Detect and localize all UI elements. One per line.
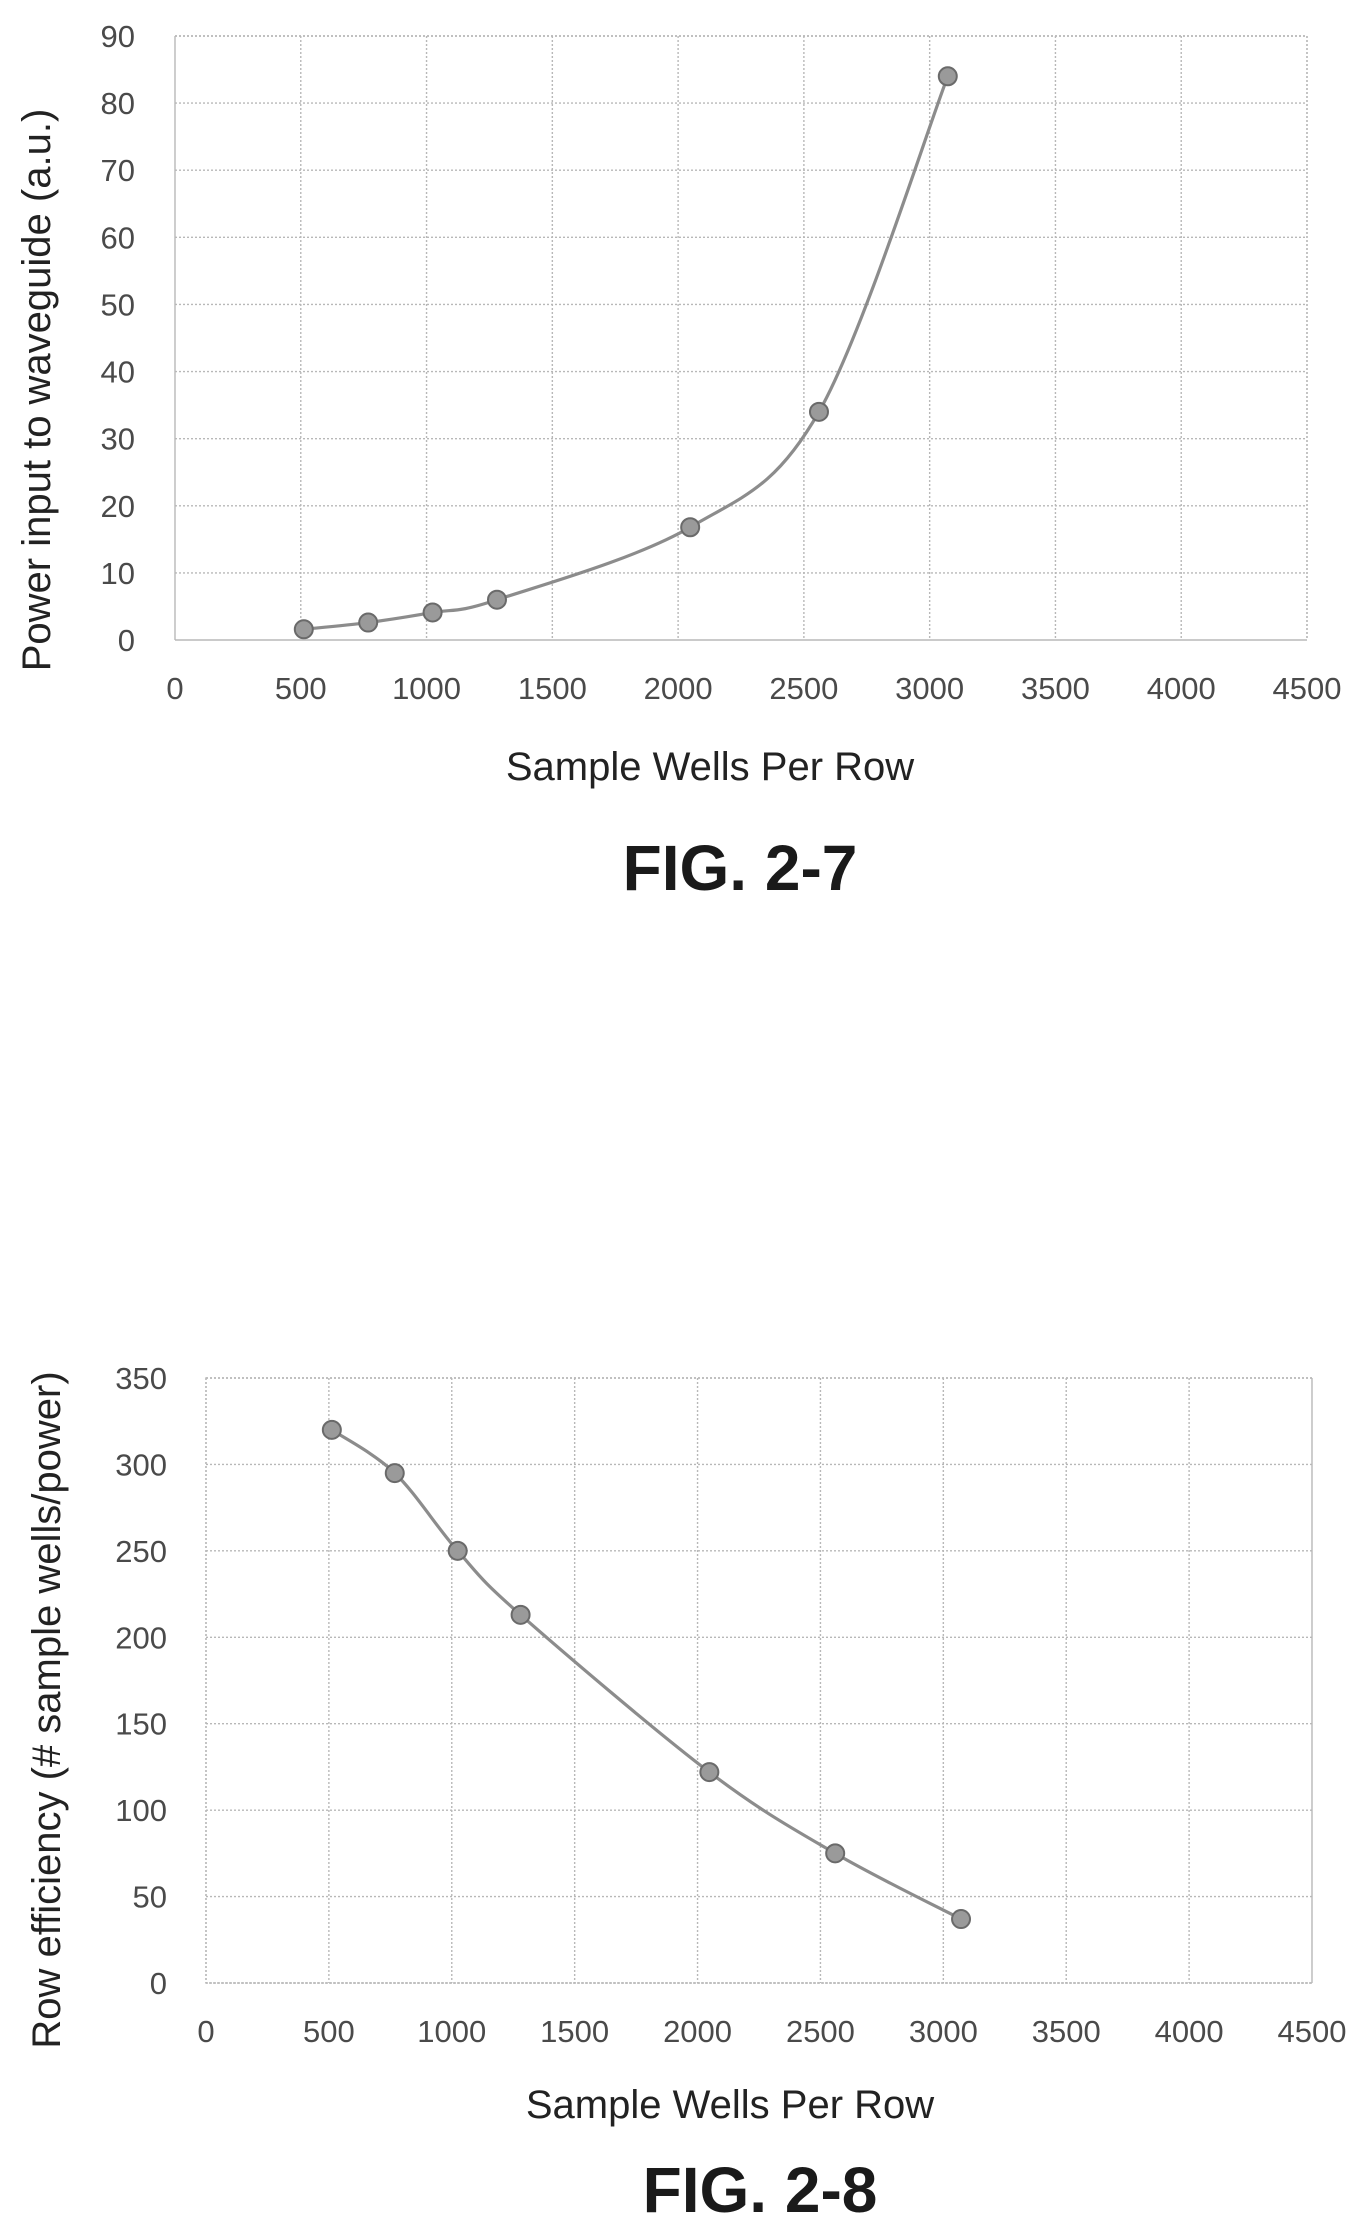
y-tick-label: 30 xyxy=(101,422,135,457)
y-tick-label: 0 xyxy=(150,1966,167,2001)
chart-fig-2-8: 0 500 1000 1500 2000 2500 3000 3500 4000 4500 0 50 1… xyxy=(25,1361,1346,2226)
data-point xyxy=(447,1540,468,1561)
x-tick-label: 4000 xyxy=(1155,2014,1224,2049)
x-tick-label: 3500 xyxy=(1021,671,1090,706)
y-tick-label: 80 xyxy=(101,86,135,121)
figure-caption: FIG. 2-8 xyxy=(643,2154,878,2226)
data-point xyxy=(321,1419,342,1440)
x-tick-label: 1500 xyxy=(540,2014,609,2049)
data-point xyxy=(808,401,829,422)
data-point xyxy=(293,619,314,640)
plot-area-frame xyxy=(174,35,1308,641)
y-tick-label: 90 xyxy=(101,19,135,54)
x-tick-label: 3000 xyxy=(909,2014,978,2049)
y-tick-label: 300 xyxy=(115,1447,167,1482)
y-tick-label: 250 xyxy=(115,1534,167,1569)
y-tick-label: 60 xyxy=(101,220,135,255)
x-tick-label: 1000 xyxy=(417,2014,486,2049)
y-tick-label: 350 xyxy=(115,1361,167,1396)
series-line xyxy=(302,74,950,631)
x-tick-label: 3000 xyxy=(895,671,964,706)
x-tick-label: 0 xyxy=(166,671,183,706)
y-tick-label: 10 xyxy=(101,556,135,591)
data-point xyxy=(699,1762,720,1783)
x-tick-label: 4500 xyxy=(1273,671,1342,706)
chart-fig-2-7: 0 500 1000 1500 2000 2500 3000 3500 4000 4500 0 10 2… xyxy=(15,19,1341,904)
x-tick-label: 4000 xyxy=(1147,671,1216,706)
y-tick-label: 70 xyxy=(101,153,135,188)
data-point xyxy=(422,602,443,623)
y-tick-label: 150 xyxy=(115,1707,167,1742)
figure-caption: FIG. 2-7 xyxy=(623,832,858,904)
x-tick-label: 0 xyxy=(197,2014,214,2049)
plot-area-frame xyxy=(205,1377,1313,1984)
y-axis-label: Power input to waveguide (a.u.) xyxy=(15,109,59,672)
x-tick-label: 4500 xyxy=(1278,2014,1347,2049)
x-tick-label: 500 xyxy=(303,2014,355,2049)
y-tick-label: 200 xyxy=(115,1620,167,1655)
y-tick-label: 50 xyxy=(101,287,135,322)
y-tick-label: 0 xyxy=(118,623,135,658)
y-tick-label: 50 xyxy=(133,1880,167,1915)
x-tick-label: 2000 xyxy=(644,671,713,706)
y-tick-label: 20 xyxy=(101,489,135,524)
data-point xyxy=(825,1843,846,1864)
y-axis-label: Row efficiency (# sample wells/power) xyxy=(25,1371,69,2048)
x-tick-label: 1500 xyxy=(518,671,587,706)
y-tick-label: 100 xyxy=(115,1793,167,1828)
data-point xyxy=(358,612,379,633)
data-point xyxy=(951,1909,972,1930)
x-tick-label: 3500 xyxy=(1032,2014,1101,2049)
data-point xyxy=(680,517,701,538)
x-tick-label: 500 xyxy=(275,671,327,706)
x-tick-label: 2500 xyxy=(786,2014,855,2049)
data-point xyxy=(486,589,507,610)
x-axis-label: Sample Wells Per Row xyxy=(526,2083,934,2127)
x-axis-label: Sample Wells Per Row xyxy=(506,745,914,789)
x-tick-label: 2000 xyxy=(663,2014,732,2049)
x-tick-label: 2500 xyxy=(769,671,838,706)
data-point xyxy=(937,66,958,87)
data-point xyxy=(384,1463,405,1484)
y-tick-label: 40 xyxy=(101,355,135,390)
series-line xyxy=(330,1428,963,1921)
data-point xyxy=(510,1604,531,1625)
x-tick-label: 1000 xyxy=(392,671,461,706)
